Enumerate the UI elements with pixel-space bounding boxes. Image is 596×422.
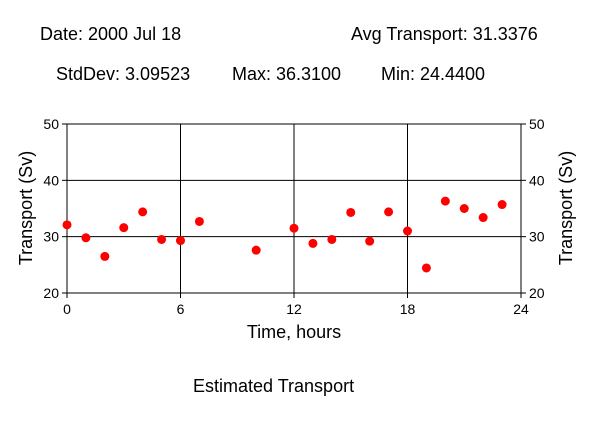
data-point bbox=[478, 213, 488, 223]
data-point bbox=[119, 223, 129, 233]
data-point bbox=[289, 223, 299, 233]
avg-transport-label: Avg Transport: 31.3376 bbox=[351, 24, 538, 44]
data-point bbox=[440, 196, 450, 206]
data-point bbox=[346, 207, 356, 217]
min-label: Min: 24.4400 bbox=[381, 64, 486, 84]
data-point bbox=[157, 234, 167, 244]
data-point bbox=[81, 233, 91, 243]
y-tick-label-right: 30 bbox=[529, 229, 545, 245]
data-point bbox=[176, 236, 185, 246]
y-tick-label-right: 20 bbox=[529, 285, 545, 301]
y-tick-label-right: 40 bbox=[529, 172, 545, 188]
x-tick-label: 18 bbox=[400, 301, 416, 317]
data-points bbox=[62, 196, 507, 273]
data-point bbox=[403, 226, 412, 236]
x-tick-label: 24 bbox=[513, 301, 529, 317]
data-point bbox=[497, 200, 507, 210]
y-axis-label-right: Transport (Sv) bbox=[556, 151, 576, 265]
stddev-label: StdDev: 3.09523 bbox=[56, 64, 191, 84]
y-tick-label-left: 30 bbox=[43, 229, 59, 245]
data-point bbox=[194, 216, 204, 226]
data-point bbox=[384, 207, 394, 217]
y-axis-label-left: Transport (Sv) bbox=[16, 151, 36, 265]
data-point bbox=[327, 234, 337, 244]
data-point bbox=[421, 263, 431, 273]
max-label: Max: 36.3100 bbox=[232, 64, 342, 84]
x-tick-label: 12 bbox=[286, 301, 302, 317]
data-point bbox=[365, 236, 375, 246]
data-point bbox=[138, 207, 148, 217]
x-axis-label: Time, hours bbox=[247, 322, 341, 342]
x-tick-label: 0 bbox=[63, 301, 71, 317]
y-tick-label-left: 20 bbox=[43, 285, 59, 301]
data-point bbox=[459, 204, 469, 213]
x-tick-label: 6 bbox=[177, 301, 185, 317]
data-point bbox=[308, 238, 318, 248]
y-tick-label-left: 40 bbox=[43, 172, 59, 188]
chart-caption: Estimated Transport bbox=[193, 376, 355, 396]
date-label: Date: 2000 Jul 18 bbox=[40, 24, 182, 44]
grid-layer bbox=[67, 124, 521, 293]
y-tick-label-right: 50 bbox=[529, 116, 545, 132]
data-point bbox=[62, 220, 72, 230]
y-tick-label-left: 50 bbox=[43, 116, 59, 132]
data-point bbox=[100, 251, 110, 261]
data-point bbox=[251, 245, 261, 255]
